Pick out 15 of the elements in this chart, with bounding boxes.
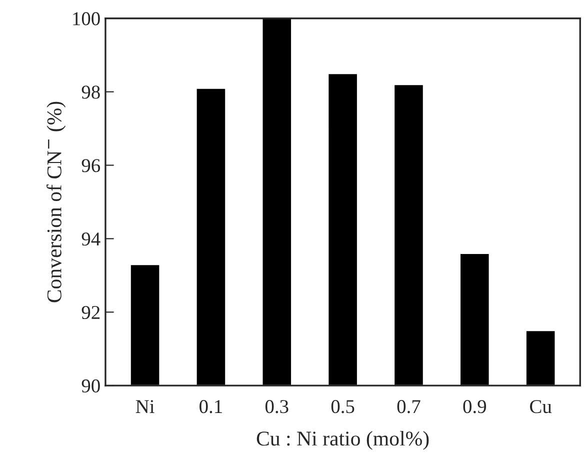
y-tick-label: 92 <box>82 306 100 320</box>
x-tick-label: 0.7 <box>397 400 420 414</box>
y-tick-label: 94 <box>82 232 100 246</box>
y-tick-label: 96 <box>82 159 100 172</box>
y-tick-label: 100 <box>73 12 100 26</box>
x-tick-label: Cu <box>530 400 552 414</box>
x-tick-label: 0.1 <box>200 400 222 414</box>
x-tick-label: 0.5 <box>331 400 354 414</box>
x-tick-label: 0.9 <box>463 400 486 414</box>
y-tick-label: 98 <box>82 86 100 99</box>
y-tick-label: 90 <box>82 379 100 392</box>
x-tick-label: Ni <box>136 400 154 413</box>
x-axis-title: Cu : Ni ratio (mol%) <box>256 430 429 450</box>
y-axis-title: Conversion of CN$^{−}$ (%) <box>46 102 66 302</box>
x-tick-label: 0.3 <box>265 400 288 414</box>
